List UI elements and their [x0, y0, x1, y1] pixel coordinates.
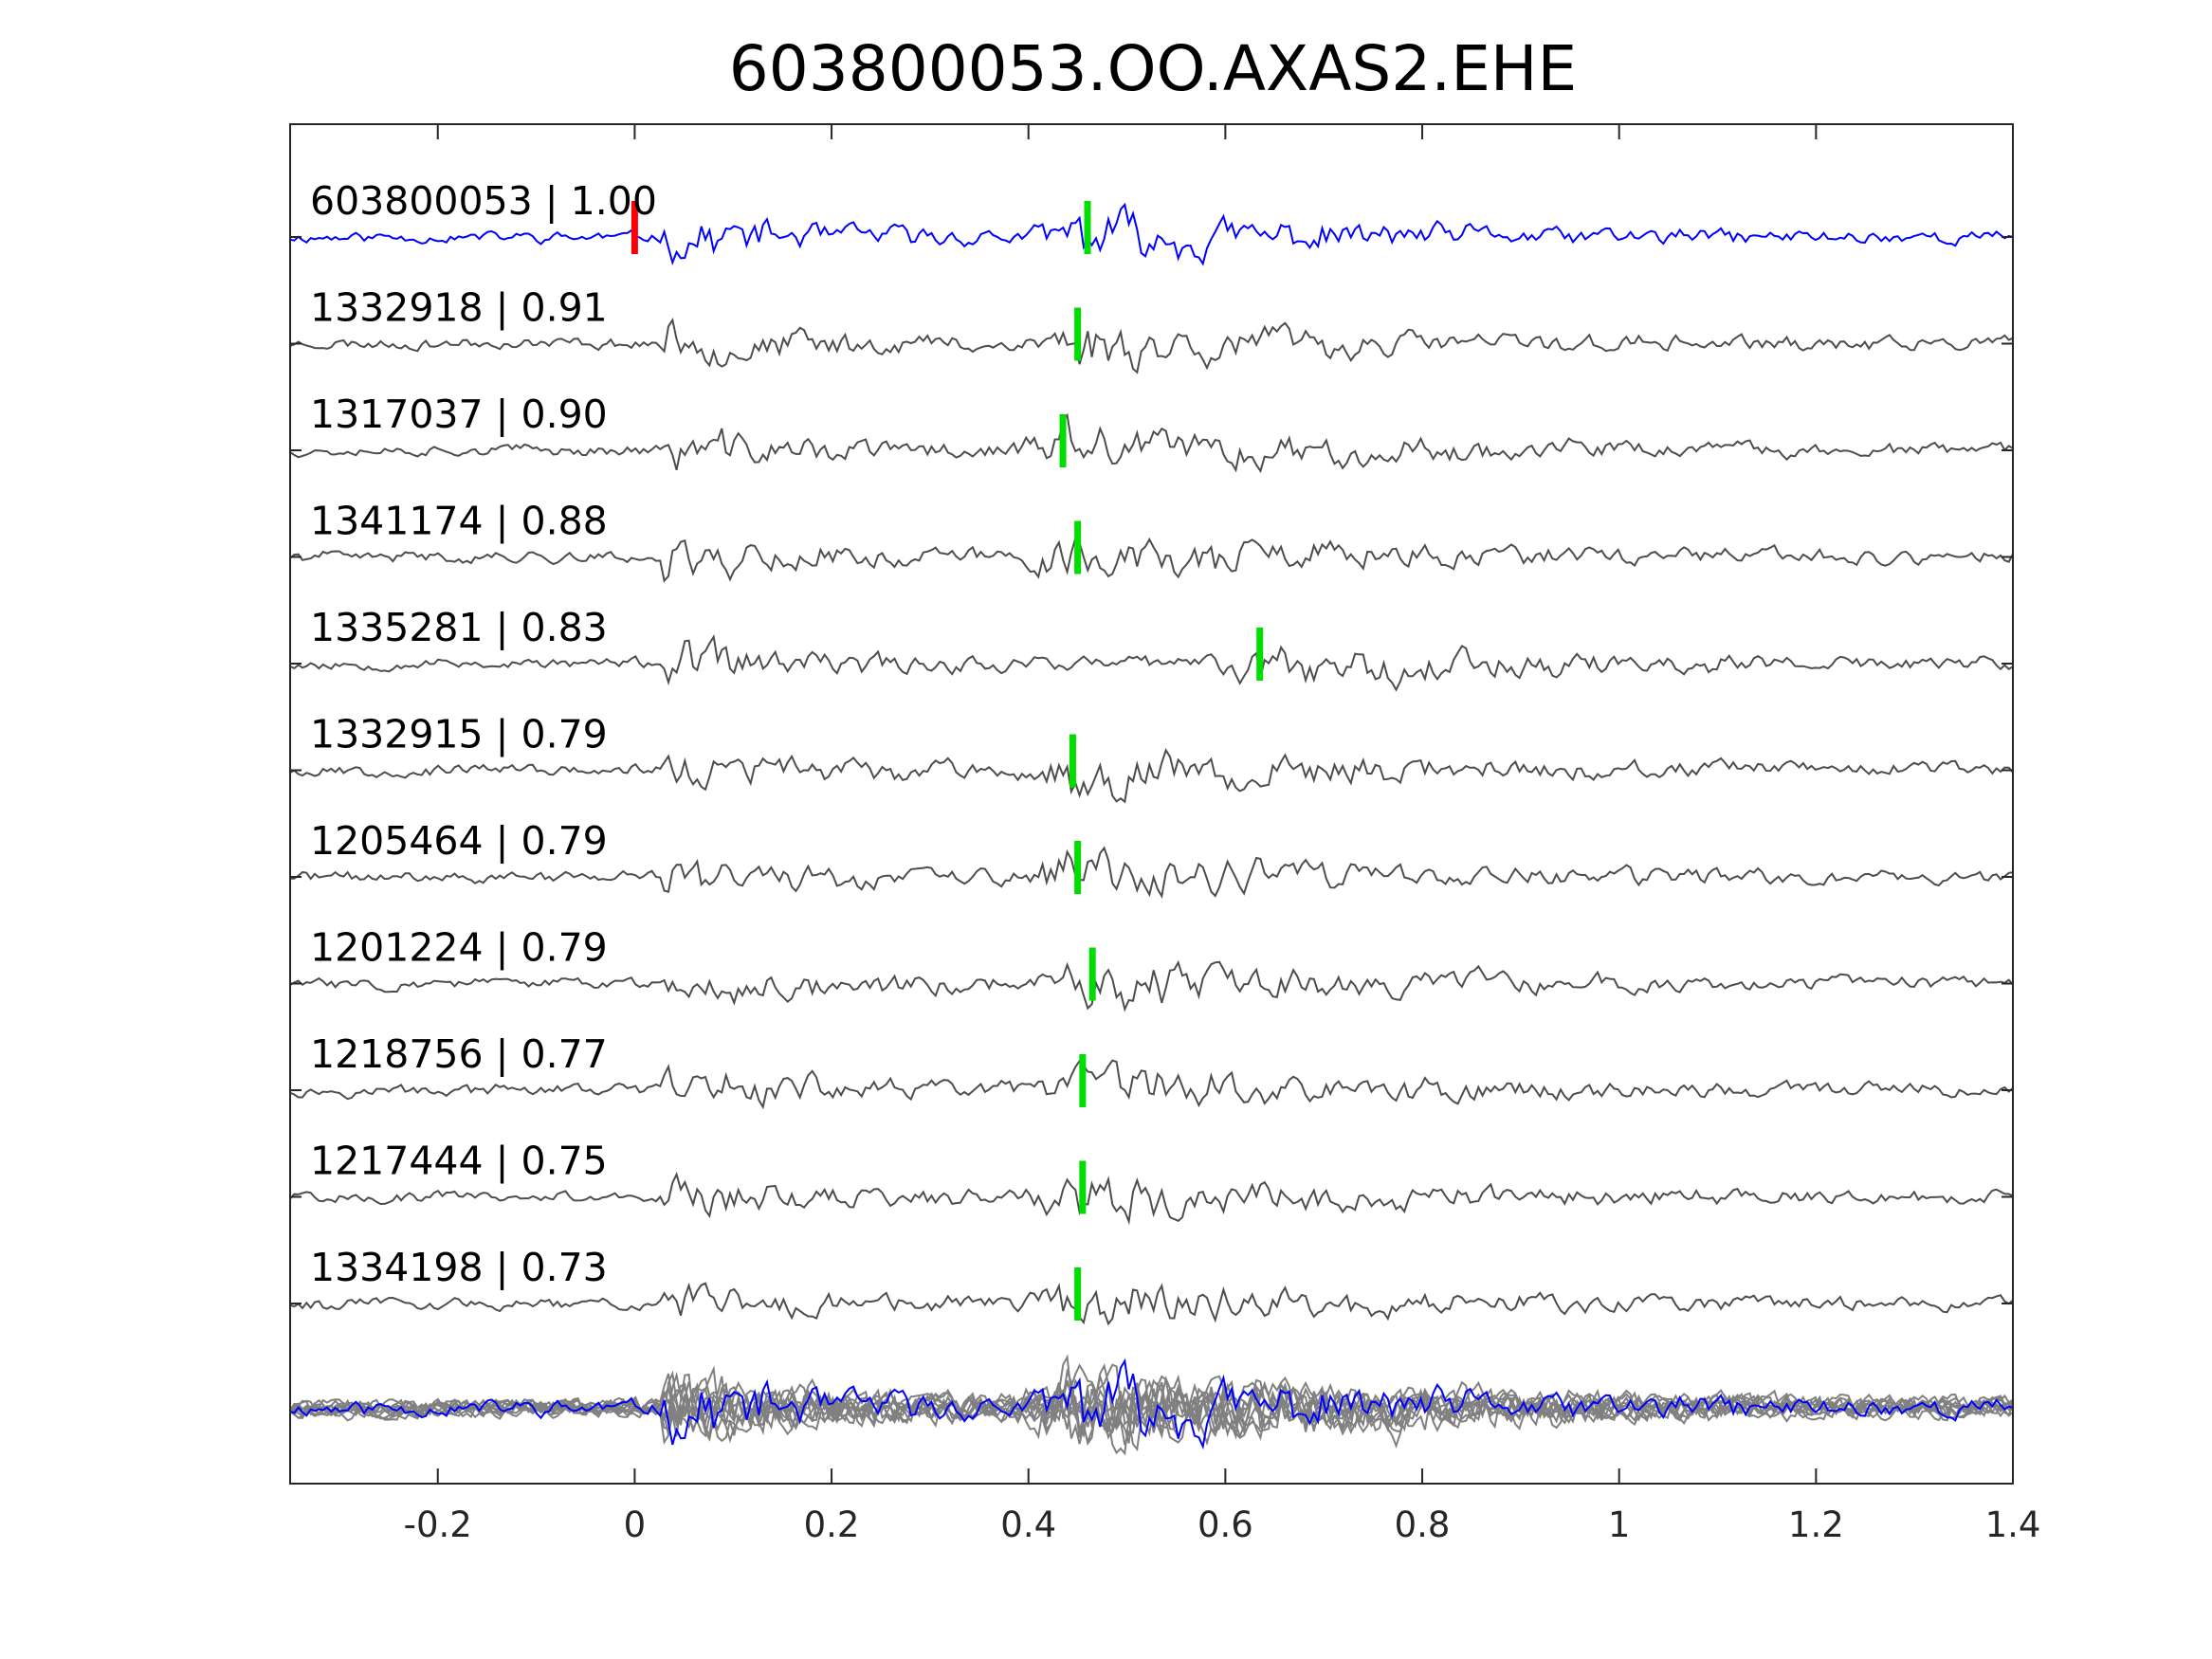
x-tick-label: 1.2 — [1788, 1504, 1844, 1545]
x-tick-label: 0.6 — [1197, 1504, 1253, 1545]
x-tick-label: 0.2 — [804, 1504, 860, 1545]
trace-label: 1217444 | 0.75 — [310, 1139, 608, 1184]
trace-1217444 — [289, 1171, 2014, 1226]
x-tick-label: 1 — [1608, 1504, 1631, 1545]
trace-label: 1218756 | 0.77 — [310, 1031, 608, 1077]
trace-labels: 603800053 | 1.00 1332918 | 0.91 1317037 | … — [310, 178, 657, 1290]
stacked-trace-1201224 — [289, 1374, 2014, 1447]
traces-layer — [289, 202, 2014, 1326]
x-tick-label: 0 — [624, 1504, 647, 1545]
trace-label: 1201224 | 0.79 — [310, 925, 608, 971]
x-tick-label: 1.4 — [1985, 1504, 2041, 1545]
stacked-traces — [289, 1354, 2014, 1456]
x-tick-label: 0.4 — [1000, 1504, 1056, 1545]
trace-1205464 — [289, 846, 2014, 900]
trace-1218756 — [289, 1059, 2014, 1110]
plot-frame — [289, 123, 2014, 1485]
x-tick-label: -0.2 — [404, 1504, 472, 1545]
trace-1201224 — [289, 959, 2014, 1012]
trace-603800053 — [289, 202, 2014, 266]
trace-label: 1335281 | 0.83 — [310, 605, 608, 650]
phase-picks — [631, 201, 1264, 1321]
trace-1335281 — [289, 634, 2014, 692]
trace-1341174 — [289, 537, 2014, 583]
trace-label: 603800053 | 1.00 — [310, 178, 657, 224]
stacked-trace-1334198 — [289, 1376, 2014, 1440]
x-tick-label: 0.8 — [1395, 1504, 1451, 1545]
trace-1332918 — [289, 318, 2014, 374]
trace-label: 1332915 | 0.79 — [310, 712, 608, 757]
trace-label: 1332918 | 0.91 — [310, 285, 608, 331]
stacked-trace-1217444 — [289, 1371, 2014, 1444]
stacked-trace-603800053 — [289, 1358, 2014, 1450]
x-axis: -0.2 0 0.2 0.4 0.6 0.8 1 1.2 1.4 — [404, 124, 2041, 1545]
trace-label: 1341174 | 0.88 — [310, 499, 608, 544]
trace-1332915 — [289, 748, 2014, 804]
trace-1317037 — [289, 412, 2014, 474]
trace-label: 1317037 | 0.90 — [310, 392, 608, 437]
chart-title: 603800053.OO.AXAS2.EHE — [729, 32, 1578, 105]
trace-label: 1334198 | 0.73 — [310, 1245, 608, 1290]
trace-1334198 — [289, 1282, 2014, 1326]
trace-label: 1205464 | 0.79 — [310, 818, 608, 864]
